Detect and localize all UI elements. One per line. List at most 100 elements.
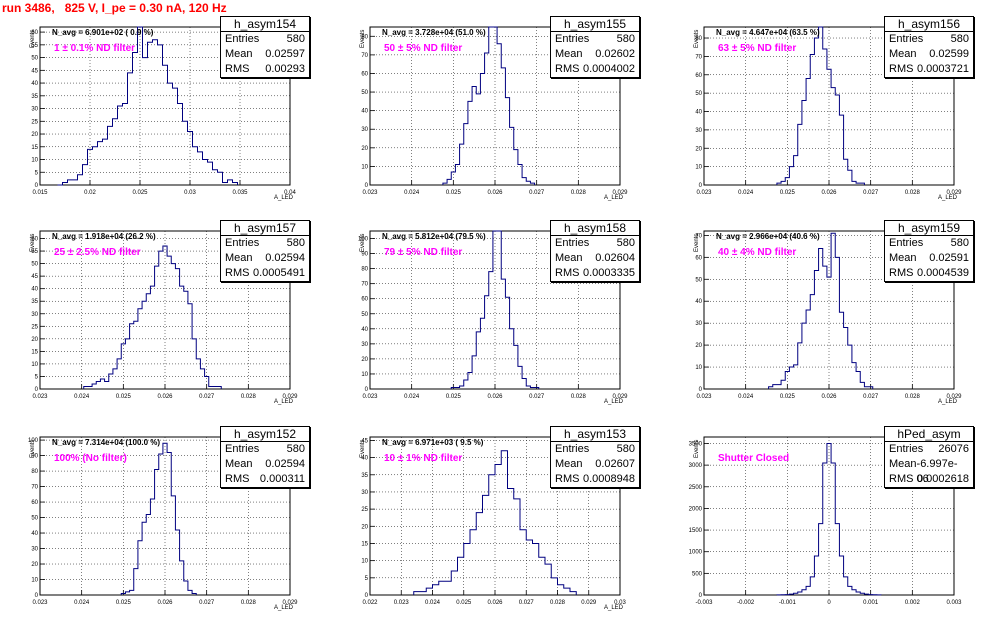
y-tick-label: 10 <box>31 362 38 368</box>
histogram-bin <box>819 524 823 595</box>
x-tick-label: 0.023 <box>696 394 712 400</box>
stats-key: Entries <box>225 32 259 47</box>
histogram-bin <box>73 180 78 185</box>
histogram-bin <box>155 266 159 389</box>
x-tick-label: 0.023 <box>362 190 378 196</box>
histogram-bin <box>806 586 810 595</box>
x-tick-label: -0.002 <box>737 600 755 606</box>
histogram-bin <box>180 286 184 389</box>
stats-value: 0.02591 <box>929 251 969 266</box>
histogram-outline <box>121 443 196 595</box>
histogram-name: h_asym154 <box>221 17 309 32</box>
histogram-bin <box>213 170 218 185</box>
stats-key: RMS <box>889 472 913 487</box>
y-tick-label: 50 <box>31 516 38 522</box>
histogram-bin <box>810 577 814 595</box>
histogram-bin <box>103 139 108 185</box>
x-axis-label: A_LED <box>938 399 957 405</box>
histogram-bin <box>848 170 852 185</box>
stats-key: RMS <box>555 472 579 487</box>
histogram-bin <box>468 101 472 185</box>
histogram-bin <box>180 561 184 595</box>
stats-row-mean: Mean-6.997e-06 <box>885 457 973 472</box>
histogram-bin <box>476 513 482 595</box>
histogram-bin <box>852 181 856 185</box>
stats-value: 0.02607 <box>595 457 635 472</box>
stats-value: -6.997e-06 <box>917 457 969 472</box>
x-tick-label: 0.027 <box>863 190 879 196</box>
histogram-name: h_asym156 <box>885 17 973 32</box>
histogram-bin <box>522 378 526 389</box>
y-tick-label: 40 <box>31 531 38 537</box>
stats-value: 0.00293 <box>265 62 305 77</box>
y-tick-label: 15 <box>31 145 38 151</box>
y-tick-label: 50 <box>695 91 702 97</box>
stats-value: 580 <box>951 32 969 47</box>
x-tick-label: 0.028 <box>241 394 257 400</box>
x-tick-label: 0.035 <box>232 190 248 196</box>
x-tick-label: 0.025 <box>446 394 462 400</box>
histogram-bin <box>142 301 146 389</box>
histogram-bin <box>117 359 121 389</box>
x-tick-label: 0.027 <box>199 394 215 400</box>
y-tick-label: 60 <box>361 71 368 77</box>
stats-value: 580 <box>287 442 305 457</box>
y-tick-label: 2500 <box>689 485 703 491</box>
stats-key: Entries <box>889 442 923 457</box>
y-tick-label: 0 <box>365 183 369 189</box>
n-avg-label: N_avg = 3.728e+04 (51.0 %) <box>382 28 486 37</box>
y-tick-label: 0 <box>35 183 39 189</box>
x-tick-label: 0.022 <box>362 600 378 606</box>
histogram-series <box>84 246 222 389</box>
y-tick-label: 15 <box>361 541 368 547</box>
y-tick-label: 5 <box>35 170 39 176</box>
stats-key: RMS <box>225 266 249 281</box>
y-tick-label: 10 <box>695 165 702 171</box>
page-title: run 3486, 825 V, I_pe = 0.30 nA, 120 Hz <box>2 1 227 15</box>
x-tick-label: 0.025 <box>132 190 148 196</box>
histogram-bin <box>83 165 88 185</box>
histogram-bin <box>781 181 785 185</box>
stats-value: 580 <box>617 236 635 251</box>
x-tick-label: 0.002 <box>905 600 921 606</box>
histogram-bin <box>476 332 480 389</box>
stats-value: 0.0008948 <box>583 472 635 487</box>
histogram-name: h_asym157 <box>221 221 309 236</box>
histogram-bin <box>489 272 493 389</box>
x-tick-label: 0.025 <box>446 190 462 196</box>
x-tick-label: 0 <box>827 600 831 606</box>
histogram-bin <box>839 312 843 389</box>
x-tick-label: 0.025 <box>780 394 796 400</box>
y-tick-label: 50 <box>31 262 38 268</box>
y-tick-label: 35 <box>31 299 38 305</box>
histogram-bin <box>798 124 802 185</box>
histogram-bin <box>464 124 468 185</box>
stats-key: Mean <box>555 457 583 472</box>
x-tick-label: 0.028 <box>550 600 566 606</box>
histogram-bin <box>130 324 134 389</box>
y-tick-label: 70 <box>361 53 368 59</box>
histogram-bin <box>130 590 134 595</box>
histogram-bin <box>497 44 501 185</box>
histogram-bin <box>146 294 150 389</box>
histogram-bin <box>133 52 138 185</box>
n-avg-label: N_avg = 7.314e+04 (100.0 %) <box>52 438 160 447</box>
histogram-bin <box>564 588 570 595</box>
histogram-bin <box>831 463 835 595</box>
histogram-bin <box>171 264 175 389</box>
stats-key: Mean <box>555 251 583 266</box>
histogram-bin <box>835 524 839 595</box>
x-tick-label: 0.026 <box>487 190 503 196</box>
y-tick-label: 20 <box>31 562 38 568</box>
